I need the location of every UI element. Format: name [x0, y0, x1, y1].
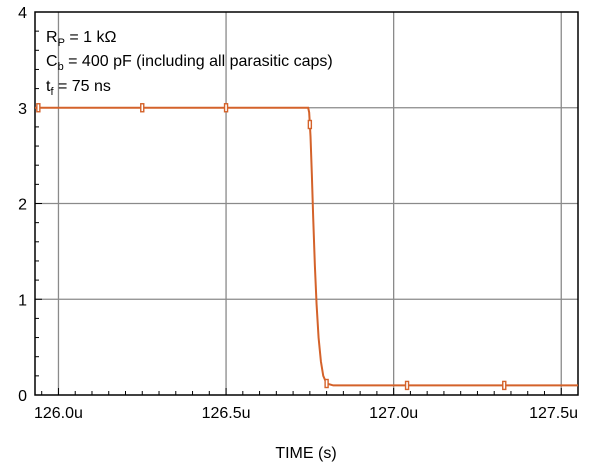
data-point-marker	[502, 380, 507, 391]
y-tick-label: 1	[18, 292, 27, 309]
y-tick-label: 4	[18, 5, 27, 22]
x-tick-label: 127.0u	[369, 405, 418, 422]
annotation-tf: tf = 75 ns	[46, 78, 111, 98]
x-tick-label: 126.5u	[202, 405, 251, 422]
data-point-marker	[307, 119, 313, 130]
plot-frame	[34, 11, 579, 396]
y-tick-label: 2	[18, 197, 27, 214]
data-point-marker	[223, 103, 229, 113]
x-tick-label: 127.5u	[529, 405, 578, 422]
series-layer	[35, 103, 578, 391]
y-tick-label: 3	[18, 101, 27, 118]
y-tick-label: 0	[18, 388, 27, 405]
x-axis-title: TIME (s)	[275, 445, 336, 462]
data-point-marker	[404, 380, 410, 391]
annotation-cb: Cb = 400 pF (including all parasitic cap…	[46, 53, 333, 73]
tick-labels: 0 1 2 3 4 126.0u 126.5u 127.0u 127.5u	[18, 5, 578, 422]
data-point-marker	[140, 103, 145, 113]
annotation-rp: RP = 1 kΩ	[46, 29, 116, 49]
data-point-marker	[36, 103, 41, 113]
data-point-marker	[324, 378, 329, 389]
waveform-line	[35, 106, 578, 387]
x-tick-label: 126.0u	[34, 405, 83, 422]
